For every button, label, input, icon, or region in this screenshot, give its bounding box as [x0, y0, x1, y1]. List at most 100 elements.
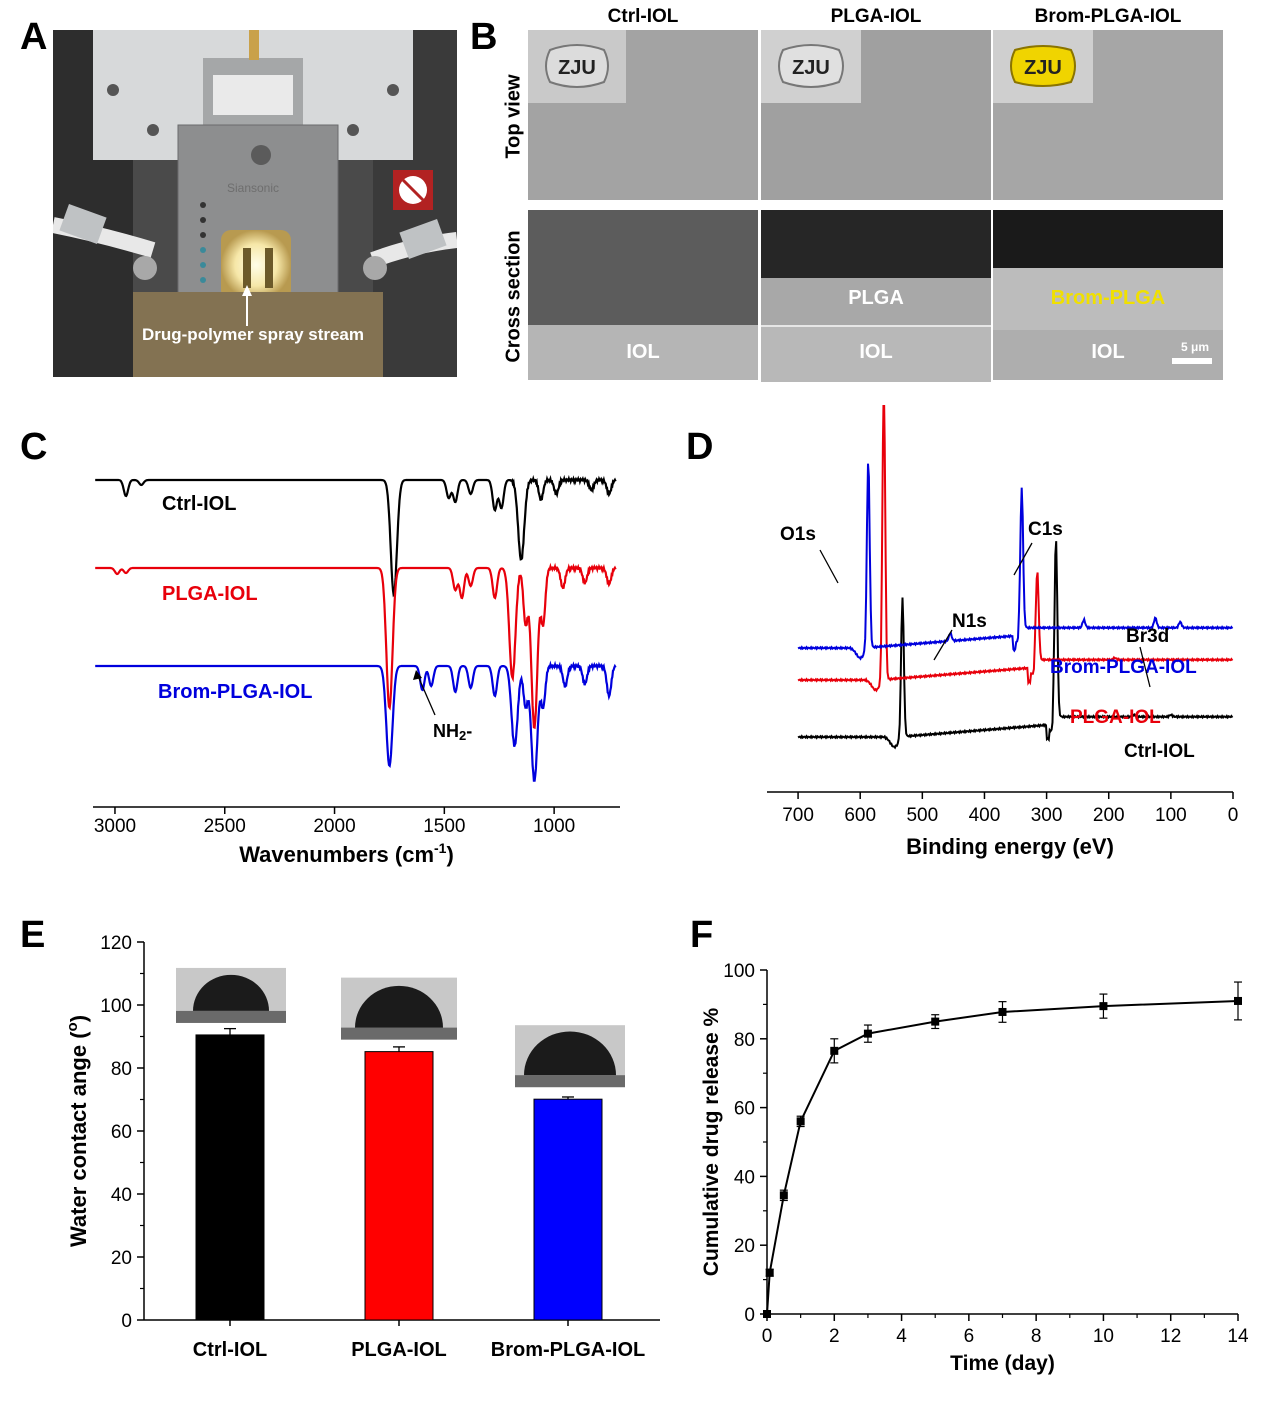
- brom-plga-layer: [993, 268, 1223, 330]
- droplet-inset-substrate-1: [341, 1027, 457, 1040]
- x-axis-title: Binding energy (eV): [906, 834, 1114, 859]
- xps-chart: 700 600 500 400 300 200 100 0 Binding energy (eV…: [767, 405, 1239, 859]
- row-label-cross-section: Cross section: [502, 230, 525, 363]
- peak-label-n1s: N1s: [952, 611, 987, 632]
- iol-layer-ctrl: [528, 325, 758, 380]
- droplet-inset-substrate-2: [515, 1075, 625, 1088]
- x-tick-label: 200: [1093, 805, 1125, 826]
- label-iol-plga: IOL: [859, 341, 893, 363]
- data-point-0: [763, 1310, 771, 1318]
- data-point-9: [1234, 996, 1242, 1005]
- nh2-annotation: NH2-: [433, 721, 472, 743]
- y-tick-label: 0: [121, 1311, 132, 1332]
- col-label-brom: Brom-PLGA-IOL: [1034, 6, 1182, 27]
- x-tick-label: 0: [762, 1326, 773, 1347]
- data-point-8: [1099, 1002, 1108, 1011]
- label-iol-brom: IOL: [1091, 341, 1125, 363]
- y-tick-label: 80: [734, 1030, 755, 1051]
- data-point-3: [796, 1117, 805, 1126]
- device-brand-text: Siansonic: [227, 181, 279, 195]
- data-point-4: [830, 1046, 839, 1055]
- x-tick-label: 100: [1155, 805, 1187, 826]
- x-tick-label: 2: [829, 1326, 840, 1347]
- x-tick-label: 300: [1031, 805, 1063, 826]
- label-brom-plga: Brom-PLGA: [1050, 287, 1166, 309]
- bar-1: [364, 1051, 434, 1321]
- xps-series-0: [797, 541, 1234, 750]
- y-tick-label: 60: [111, 1122, 132, 1143]
- peak-label-c1s: C1s: [1028, 519, 1063, 540]
- scale-bar: [1172, 358, 1212, 364]
- x-tick-label: 1500: [423, 816, 465, 837]
- inset-logo-plga: ZJU: [761, 30, 861, 103]
- x-category-label-1: PLGA-IOL: [351, 1339, 447, 1361]
- release-curve: [766, 1000, 1239, 1315]
- xps-series-1: [797, 405, 1234, 693]
- droplet-inset-substrate-0: [176, 1010, 286, 1023]
- droplet-1: [355, 985, 443, 1028]
- y-tick-label: 60: [734, 1099, 755, 1120]
- panel-label-f: F: [690, 914, 714, 956]
- inset-logo-brom: ZJU: [993, 30, 1093, 103]
- bar-2: [533, 1098, 603, 1321]
- x-tick-label: 1000: [533, 816, 575, 837]
- x-tick-label: 10: [1093, 1326, 1114, 1347]
- y-axis-title: Cumulative drug release %: [700, 1007, 723, 1276]
- sem-cross-ctrl: [528, 210, 758, 380]
- panel-label-b: B: [470, 16, 498, 58]
- x-tick-label: 14: [1227, 1326, 1249, 1347]
- ftir-chart: 3000 2500 2000 1500 1000 Wavenumbers (cm-1) Ct…: [93, 474, 620, 867]
- y-tick-label: 0: [744, 1305, 755, 1326]
- br3d-arrow: [1139, 646, 1151, 688]
- y-tick-label: 20: [734, 1236, 755, 1257]
- y-tick-label: 40: [111, 1185, 132, 1206]
- y-tick-label: 100: [100, 996, 132, 1017]
- c1s-arrow: [1013, 542, 1033, 576]
- x-tick-label: 400: [969, 805, 1001, 826]
- x-tick-label: 12: [1160, 1326, 1181, 1347]
- xps-series-2: [797, 463, 1234, 661]
- y-tick-label: 100: [723, 961, 755, 982]
- legend-label-ctrl: Ctrl-IOL: [1124, 741, 1195, 762]
- droplet-2: [524, 1031, 616, 1076]
- light-glow: [221, 230, 291, 300]
- o1s-arrow: [819, 549, 839, 584]
- panel-label-d: D: [686, 426, 714, 468]
- y-tick-label: 40: [734, 1167, 755, 1188]
- peak-label-o1s: O1s: [780, 524, 816, 545]
- panel-label-c: C: [20, 426, 48, 468]
- x-axis-title: Wavenumbers (cm-1): [239, 840, 454, 867]
- data-point-1: [765, 1268, 774, 1277]
- n1s-arrow: [933, 629, 953, 661]
- legend-label-0: Ctrl-IOL: [162, 493, 236, 515]
- spray-stream-annotation: Drug-polymer spray stream: [142, 325, 364, 344]
- nh2-arrow: [417, 675, 436, 716]
- sem-cross-plga: [761, 210, 991, 382]
- x-tick-label: 0: [1228, 805, 1239, 826]
- x-category-label-2: Brom-PLGA-IOL: [491, 1339, 645, 1361]
- series-line-1: [95, 562, 617, 730]
- data-point-7: [998, 1007, 1007, 1016]
- data-point-5: [863, 1029, 872, 1038]
- plga-layer: [761, 278, 991, 325]
- x-axis-title: Time (day): [950, 1352, 1055, 1375]
- label-iol-ctrl: IOL: [626, 341, 660, 363]
- legend-label-2: Brom-PLGA-IOL: [158, 681, 312, 703]
- legend-label-plga: PLGA-IOL: [1070, 707, 1161, 728]
- y-tick-label: 20: [111, 1248, 132, 1269]
- col-label-ctrl: Ctrl-IOL: [607, 6, 679, 27]
- bar-0: [195, 1034, 265, 1321]
- col-label-plga: PLGA-IOL: [830, 6, 922, 27]
- x-tick-label: 2000: [313, 816, 355, 837]
- scale-bar-text: 5 μm: [1180, 340, 1210, 354]
- x-tick-label: 3000: [94, 816, 136, 837]
- label-plga: PLGA: [848, 287, 904, 309]
- x-tick-label: 2500: [204, 816, 246, 837]
- y-tick-label: 120: [100, 933, 132, 954]
- data-point-2: [779, 1191, 788, 1200]
- panel-a-photo: Siansonic Drug-polymer spray stream: [53, 30, 457, 377]
- inset-logo-ctrl: ZJU: [528, 30, 626, 103]
- peak-label-br3d: Br3d: [1126, 626, 1169, 647]
- sem-cross-brom: [993, 210, 1223, 380]
- x-tick-label: 8: [1031, 1326, 1042, 1347]
